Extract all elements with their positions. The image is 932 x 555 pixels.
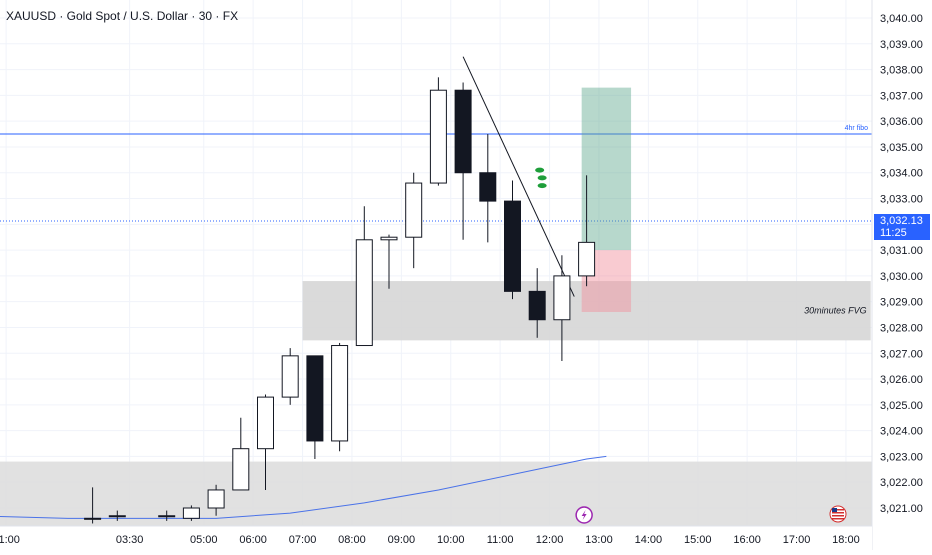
y-tick-label: 3,028.00 — [880, 322, 923, 334]
flag-stripe — [832, 509, 844, 511]
x-tick-label: 05:00 — [190, 534, 218, 546]
y-tick-label: 3,024.00 — [880, 426, 923, 438]
y-tick-label: 3,040.00 — [880, 13, 923, 25]
fvg-zone — [302, 281, 871, 341]
x-tick-label: 17:00 — [783, 534, 811, 546]
x-tick-label: 14:00 — [635, 534, 663, 546]
current-price-label: 3,032.13 11:25 — [874, 214, 930, 240]
flag-canton — [832, 508, 837, 512]
y-tick-label: 3,025.00 — [880, 400, 923, 412]
y-axis-background — [872, 0, 932, 550]
y-tick-label: 3,039.00 — [880, 39, 923, 51]
y-tick-label: 3,027.00 — [880, 348, 923, 360]
y-tick-label: 3,035.00 — [880, 142, 923, 154]
lower-zone — [0, 461, 872, 526]
x-tick-label: 06:00 — [239, 534, 267, 546]
x-tick-label: 15:00 — [684, 534, 712, 546]
candle-body — [405, 182, 423, 238]
candle-body — [207, 489, 225, 509]
chart-title: XAUUSD · Gold Spot / U.S. Dollar · 30 · … — [6, 9, 239, 23]
y-tick-label: 3,038.00 — [880, 65, 923, 77]
candle-body — [380, 236, 398, 241]
x-tick-label: 09:00 — [388, 534, 416, 546]
y-tick-label: 3,031.00 — [880, 245, 923, 257]
y-tick-label: 3,033.00 — [880, 194, 923, 206]
candle-body — [331, 345, 349, 442]
x-tick-label: 13:00 — [585, 534, 613, 546]
y-tick-label: 3,023.00 — [880, 451, 923, 463]
dollar-mark-icon — [535, 167, 545, 173]
candle-body — [232, 448, 250, 491]
flag-stripe — [832, 518, 844, 520]
x-tick-label: 11:00 — [487, 534, 514, 546]
x-tick-label: 03:30 — [116, 534, 144, 546]
candle-body — [454, 89, 472, 174]
x-tick-label: 18:00 — [832, 534, 860, 546]
x-tick-label: 16:00 — [733, 534, 761, 546]
x-axis-background — [0, 526, 872, 550]
x-tick-label: 10:00 — [437, 534, 465, 546]
candle-body — [108, 515, 126, 518]
y-tick-label: 3,021.00 — [880, 503, 923, 515]
fibo-line-label: 4hr fibo — [845, 125, 868, 132]
candle-body — [578, 241, 596, 277]
candle-body — [182, 507, 200, 519]
candle-body — [504, 200, 521, 292]
candle-body — [528, 290, 546, 321]
x-tick-label: 08:00 — [338, 534, 366, 546]
flag-stripe — [832, 512, 844, 514]
y-tick-label: 3,029.00 — [880, 297, 923, 309]
current-price-value: 3,032.13 — [880, 215, 923, 227]
dollar-mark-icon — [537, 175, 547, 181]
y-tick-label: 3,034.00 — [880, 168, 923, 180]
x-tick-label: 12:00 — [536, 534, 564, 546]
candle-body — [429, 89, 447, 184]
trendline — [462, 56, 575, 297]
candle-body — [306, 355, 324, 442]
position-target-zone — [581, 87, 632, 251]
candle-body — [355, 239, 373, 347]
bar-countdown: 11:25 — [880, 227, 907, 239]
flag-stripe — [832, 515, 844, 517]
candle-body — [479, 172, 497, 202]
fvg-zone-label: 30minutes FVG — [804, 306, 867, 316]
lightning-bolt — [581, 510, 587, 520]
y-tick-label: 3,022.00 — [880, 477, 923, 489]
y-tick-label: 3,030.00 — [880, 271, 923, 283]
y-tick-label: 3,026.00 — [880, 374, 923, 386]
dollar-mark-icon — [537, 183, 547, 189]
candle-body — [158, 515, 176, 518]
candle-body — [84, 517, 102, 520]
y-tick-label: 3,037.00 — [880, 90, 923, 102]
y-tick-label: 3,036.00 — [880, 116, 923, 128]
candle-body — [281, 355, 299, 398]
candle-body — [257, 396, 274, 450]
x-tick-label: 07:00 — [289, 534, 317, 546]
candle-body — [553, 275, 571, 321]
x-tick-label: 01:00 — [0, 534, 20, 546]
